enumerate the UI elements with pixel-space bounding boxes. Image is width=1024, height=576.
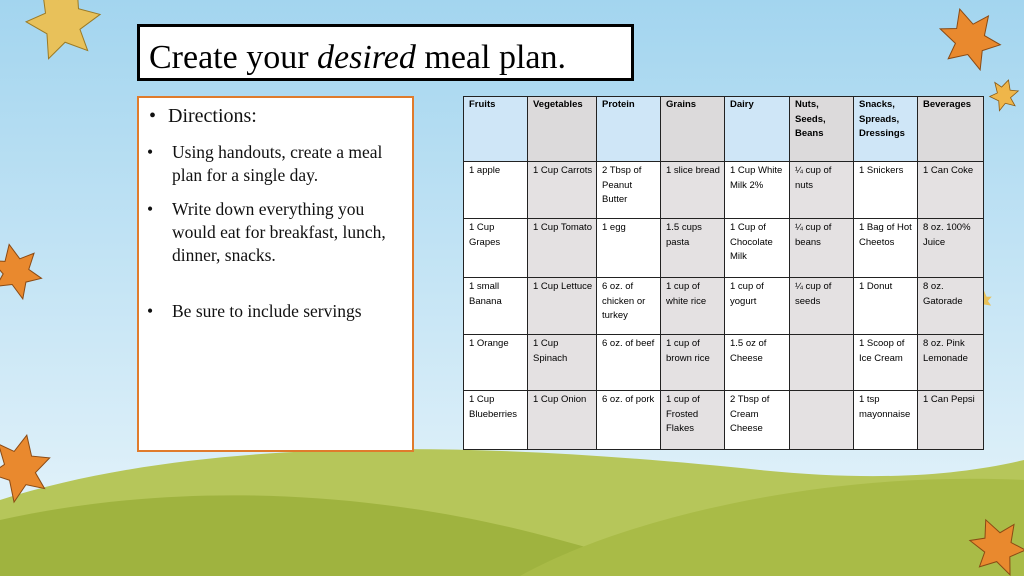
table-cell: 2 Tbsp of Peanut Butter <box>596 161 661 219</box>
direction-text: Be sure to include servings <box>172 301 362 321</box>
hill-front-left <box>0 495 690 576</box>
table-cell: 1 Cup of Chocolate Milk <box>724 218 790 278</box>
table-cell: 1 cup of Frosted Flakes <box>660 390 725 450</box>
bullet-icon: • <box>149 105 157 127</box>
title-text-start: Create your <box>149 39 318 76</box>
hill-front-right <box>520 478 1024 576</box>
table-cell: 1 Cup Spinach <box>527 334 597 391</box>
direction-item: • Using handouts, create a meal plan for … <box>147 141 397 187</box>
table-cell: 1 Cup White Milk 2% <box>724 161 790 219</box>
table-cell: 1 Scoop of Ice Cream <box>853 334 918 391</box>
table-cell: 1.5 cups pasta <box>660 218 725 278</box>
table-cell: 1 Cup Grapes <box>463 218 528 278</box>
table-cell: 1 Cup Onion <box>527 390 597 450</box>
table-cell: 2 Tbsp of Cream Cheese <box>724 390 790 450</box>
column-header-nuts-seeds-beans: Nuts, Seeds, Beans <box>789 96 854 162</box>
title-emphasis: desired <box>317 39 416 76</box>
table-cell: 1 Cup Blueberries <box>463 390 528 450</box>
table-row: 1 Cup Blueberries 1 Cup Onion 6 oz. of p… <box>463 390 984 450</box>
table-row: 1 Orange 1 Cup Spinach 6 oz. of beef 1 c… <box>463 334 984 391</box>
bullet-icon: • <box>147 142 154 162</box>
title-text-end: meal plan. <box>415 39 567 76</box>
bullet-icon: • <box>147 199 154 219</box>
table-cell: 1 cup of brown rice <box>660 334 725 391</box>
table-cell: 1 small Banana <box>463 277 528 335</box>
table-cell: 1 cup of white rice <box>660 277 725 335</box>
bullet-icon: • <box>147 301 154 321</box>
direction-text: Write down everything you would eat for … <box>172 199 386 265</box>
leaf-left-bottom-icon <box>0 434 51 504</box>
column-header-grains: Grains <box>660 96 725 162</box>
column-header-fruits: Fruits <box>463 96 528 162</box>
direction-item: • Write down everything you would eat for… <box>147 198 397 267</box>
title-box: Create your desired meal plan. <box>137 24 634 81</box>
table-cell: ¼ cup of beans <box>789 218 854 278</box>
table-cell <box>789 334 854 391</box>
directions-heading: • Directions: <box>149 105 257 128</box>
table-cell: 1 apple <box>463 161 528 219</box>
leaf-bottom-right-icon <box>968 518 1024 576</box>
table-cell: 1 Can Coke <box>917 161 984 219</box>
column-header-beverages: Beverages <box>917 96 984 162</box>
table-cell: 1 Cup Lettuce <box>527 277 597 335</box>
table-cell: 6 oz. of chicken or turkey <box>596 277 661 335</box>
meal-plan-table: Fruits Vegetables Protein Grains Dairy N… <box>463 96 984 450</box>
table-cell <box>789 390 854 450</box>
table-cell: 1 tsp mayonnaise <box>853 390 918 450</box>
table-cell: 8 oz. Pink Lemonade <box>917 334 984 391</box>
table-cell: 6 oz. of pork <box>596 390 661 450</box>
table-cell: 1 Cup Carrots <box>527 161 597 219</box>
table-cell: 1 Cup Tomato <box>527 218 597 278</box>
directions-heading-text: Directions: <box>168 105 257 127</box>
table-row: 1 Cup Grapes 1 Cup Tomato 1 egg 1.5 cups… <box>463 218 984 278</box>
column-header-dairy: Dairy <box>724 96 790 162</box>
leaf-top-left-icon <box>24 0 102 60</box>
table-cell: 1.5 oz of Cheese <box>724 334 790 391</box>
direction-text: Using handouts, create a meal plan for a… <box>172 142 383 185</box>
table-cell: 8 oz. Gatorade <box>917 277 984 335</box>
table-row: 1 apple 1 Cup Carrots 2 Tbsp of Peanut B… <box>463 161 984 219</box>
column-header-vegetables: Vegetables <box>527 96 597 162</box>
directions-box: • Directions: • Using handouts, create a m… <box>137 96 414 452</box>
table-cell: 8 oz. 100% Juice <box>917 218 984 278</box>
table-cell: 1 cup of yogurt <box>724 277 790 335</box>
direction-item: • Be sure to include servings <box>147 300 397 323</box>
table-cell: 1 Can Pepsi <box>917 390 984 450</box>
table-cell: 1 Donut <box>853 277 918 335</box>
table-cell: 1 egg <box>596 218 661 278</box>
table-cell: ¼ cup of nuts <box>789 161 854 219</box>
table-row: 1 small Banana 1 Cup Lettuce 6 oz. of ch… <box>463 277 984 335</box>
table-cell: 1 slice bread <box>660 161 725 219</box>
column-header-protein: Protein <box>596 96 661 162</box>
column-header-snacks: Snacks, Spreads, Dressings <box>853 96 918 162</box>
table-cell: 1 Orange <box>463 334 528 391</box>
page-title: Create your desired meal plan. <box>140 27 631 77</box>
table-cell: 6 oz. of beef <box>596 334 661 391</box>
leaf-right-small-icon <box>988 79 1020 112</box>
table-header-row: Fruits Vegetables Protein Grains Dairy N… <box>463 96 984 162</box>
leaf-top-right-icon <box>938 7 1002 72</box>
table-cell: 1 Snickers <box>853 161 918 219</box>
leaf-left-mid-icon <box>0 243 43 301</box>
table-cell: 1 Bag of Hot Cheetos <box>853 218 918 278</box>
table-cell: ¼ cup of seeds <box>789 277 854 335</box>
